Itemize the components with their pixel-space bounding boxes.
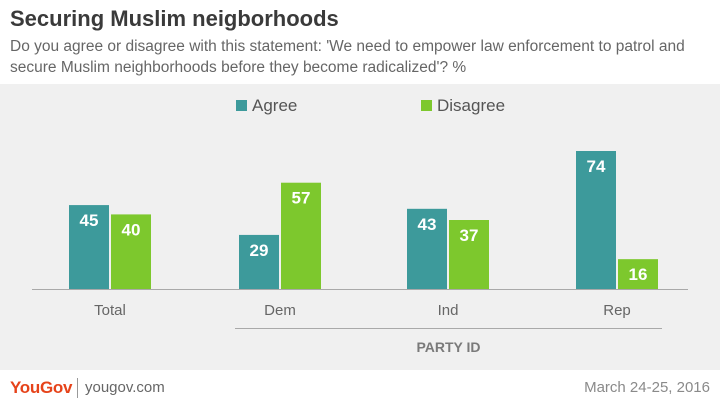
data-label-disagree-total: 40 [122, 220, 141, 239]
legend-swatch-agree [236, 100, 247, 111]
data-label-disagree-ind: 37 [460, 226, 479, 245]
bar-agree-rep [576, 151, 616, 289]
category-label-rep: Rep [603, 302, 631, 319]
site-link[interactable]: yougov.com [85, 379, 165, 396]
bar-agree-total [69, 205, 109, 289]
data-label-agree-ind: 43 [418, 215, 437, 234]
data-label-agree-rep: 74 [587, 157, 606, 176]
category-label-dem: Dem [264, 302, 296, 319]
category-label-ind: Ind [438, 302, 459, 319]
data-label-disagree-dem: 57 [292, 189, 311, 208]
chart-title: Securing Muslim neigborhoods [10, 6, 339, 31]
bar-disagree-total [111, 214, 151, 289]
footer: YouGov yougov.com March 24-25, 2016 [0, 370, 720, 404]
data-label-disagree-rep: 16 [629, 265, 648, 284]
data-label-agree-total: 45 [80, 211, 99, 230]
legend-swatch-disagree [421, 100, 432, 111]
bar-disagree-rep [618, 259, 658, 289]
chart-subtitle: Do you agree or disagree with this state… [10, 38, 685, 76]
category-label-total: Total [94, 302, 126, 319]
chart-header: Securing Muslim neigborhoods Do you agre… [0, 0, 720, 84]
yougov-logo: YouGov [10, 378, 73, 397]
bar-agree-dem [239, 234, 279, 289]
survey-date: March 24-25, 2016 [584, 379, 710, 396]
legend-label-disagree: Disagree [437, 96, 505, 115]
bar-agree-ind [407, 208, 447, 289]
data-label-agree-dem: 29 [250, 241, 269, 260]
footer-divider [77, 378, 78, 398]
bar-chart: Agree Disagree 45 40 Total 29 57 Dem 43 37 Ind 74 16… [32, 96, 688, 355]
legend-label-agree: Agree [252, 96, 297, 115]
bar-disagree-dem [281, 182, 321, 289]
bar-disagree-ind [449, 220, 489, 289]
group-label-party-id: PARTY ID [416, 339, 480, 355]
